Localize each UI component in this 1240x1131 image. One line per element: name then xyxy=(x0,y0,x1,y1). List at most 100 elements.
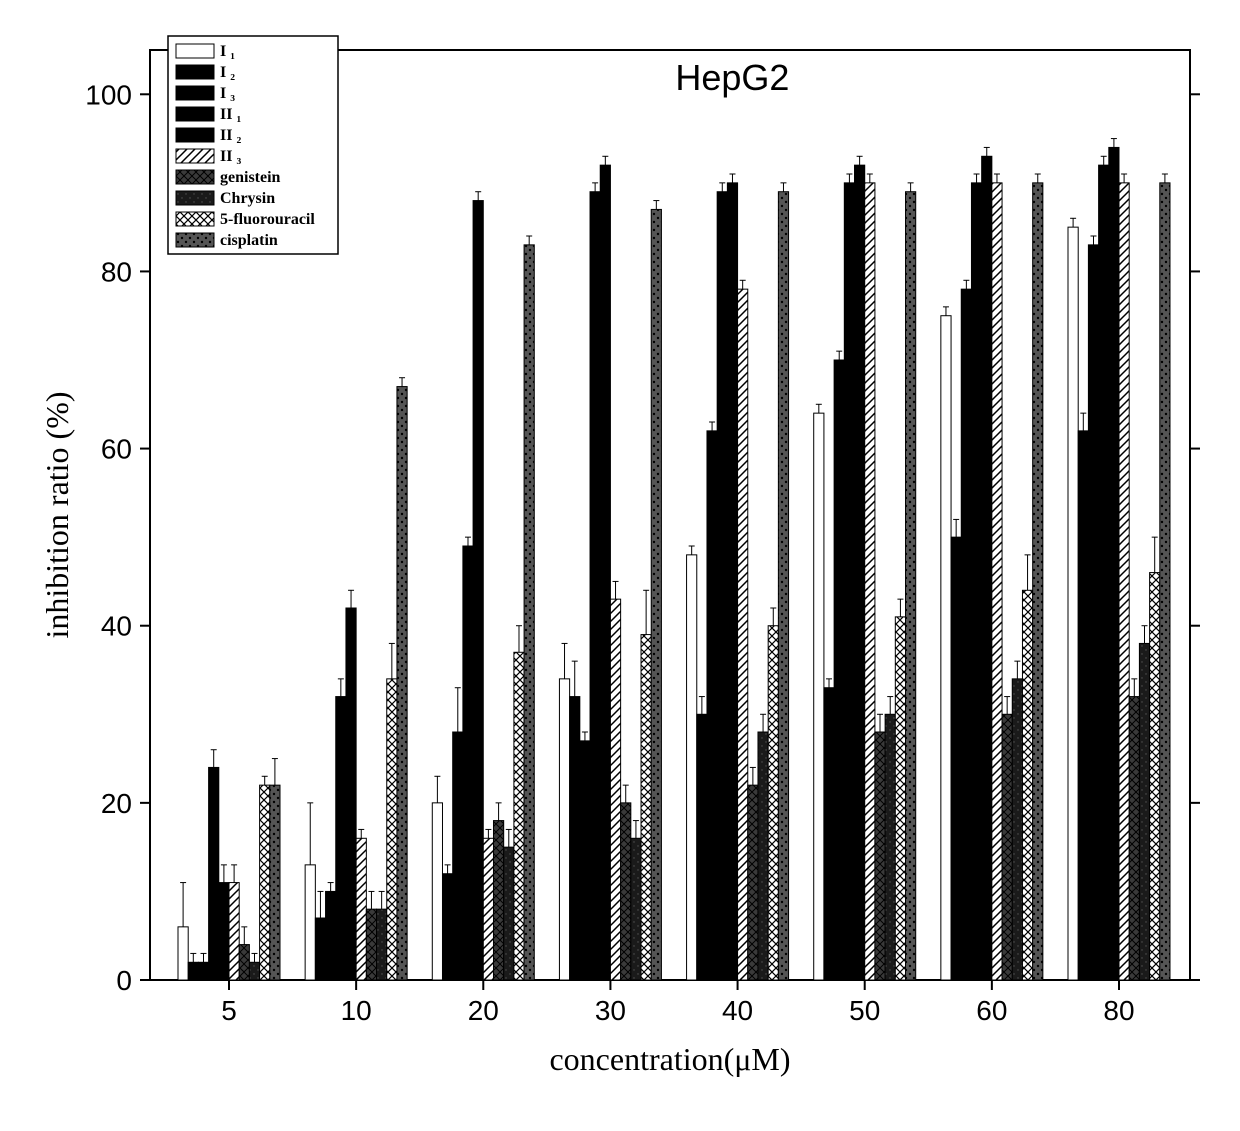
bar xyxy=(651,209,661,980)
bar xyxy=(1012,679,1022,980)
bar xyxy=(249,962,259,980)
legend-label: I ₂ xyxy=(220,64,235,81)
bar xyxy=(1033,183,1043,980)
legend-label: II ₁ xyxy=(220,106,241,123)
bar xyxy=(727,183,737,980)
bar xyxy=(834,360,844,980)
bar xyxy=(524,245,534,980)
bar xyxy=(738,289,748,980)
legend-label: I ₁ xyxy=(220,43,235,60)
bar xyxy=(748,785,758,980)
legend-label: I ₃ xyxy=(220,85,235,102)
bar xyxy=(504,847,514,980)
bar xyxy=(453,732,463,980)
bar xyxy=(559,679,569,980)
bar xyxy=(493,821,503,980)
y-axis-label: inhibition ratio (%) xyxy=(39,391,75,638)
bar xyxy=(463,546,473,980)
bar xyxy=(814,413,824,980)
ytick-label: 0 xyxy=(116,965,132,996)
bar xyxy=(687,555,697,980)
bar xyxy=(1078,431,1088,980)
bar xyxy=(188,962,198,980)
chart-title: HepG2 xyxy=(675,57,789,98)
bar xyxy=(885,714,895,980)
bar xyxy=(865,183,875,980)
xtick-label: 5 xyxy=(221,995,237,1026)
bar xyxy=(824,688,834,980)
bar xyxy=(961,289,971,980)
bar xyxy=(982,156,992,980)
bar xyxy=(570,697,580,980)
ytick-label: 60 xyxy=(101,434,132,465)
bar xyxy=(326,891,336,980)
bar xyxy=(1119,183,1129,980)
bar xyxy=(397,387,407,980)
bar xyxy=(1139,643,1149,980)
ytick-label: 20 xyxy=(101,788,132,819)
bar xyxy=(336,697,346,980)
bar xyxy=(356,838,366,980)
bar xyxy=(951,537,961,980)
ytick-label: 80 xyxy=(101,256,132,287)
bar xyxy=(1109,147,1119,980)
legend-swatch xyxy=(176,44,214,58)
x-axis-label: concentration(μM) xyxy=(549,1041,790,1077)
xtick-label: 30 xyxy=(595,995,626,1026)
bar xyxy=(855,165,865,980)
bar xyxy=(600,165,610,980)
bar xyxy=(1022,590,1032,980)
legend-swatch xyxy=(176,233,214,247)
legend-swatch xyxy=(176,65,214,79)
bar xyxy=(239,945,249,980)
legend-label: II ₃ xyxy=(220,148,241,165)
bar xyxy=(580,741,590,980)
bar xyxy=(432,803,442,980)
bar xyxy=(209,767,219,980)
bar xyxy=(229,883,239,980)
bar xyxy=(941,316,951,980)
bar xyxy=(346,608,356,980)
legend-label: II ₂ xyxy=(220,127,241,144)
bar xyxy=(305,865,315,980)
bar xyxy=(514,652,524,980)
bar xyxy=(387,679,397,980)
bar xyxy=(906,192,916,980)
bar-chart-svg: 020406080100510203040506080inhibition ra… xyxy=(20,20,1220,1110)
bar xyxy=(178,927,188,980)
bar xyxy=(260,785,270,980)
xtick-label: 60 xyxy=(976,995,1007,1026)
bar xyxy=(590,192,600,980)
bar xyxy=(442,874,452,980)
bar xyxy=(875,732,885,980)
legend-swatch xyxy=(176,191,214,205)
bar xyxy=(219,883,229,980)
legend-label: Chrysin xyxy=(220,190,275,207)
bar xyxy=(992,183,1002,980)
bar xyxy=(844,183,854,980)
xtick-label: 80 xyxy=(1103,995,1134,1026)
bar xyxy=(707,431,717,980)
bar xyxy=(1068,227,1078,980)
xtick-label: 50 xyxy=(849,995,880,1026)
legend-label: cisplatin xyxy=(220,232,278,249)
bar xyxy=(621,803,631,980)
ytick-label: 40 xyxy=(101,611,132,642)
bar xyxy=(1160,183,1170,980)
legend-swatch xyxy=(176,86,214,100)
bar xyxy=(1099,165,1109,980)
legend-swatch xyxy=(176,107,214,121)
bar xyxy=(377,909,387,980)
bar xyxy=(366,909,376,980)
legend-swatch xyxy=(176,149,214,163)
legend-swatch xyxy=(176,128,214,142)
xtick-label: 20 xyxy=(468,995,499,1026)
bar xyxy=(1002,714,1012,980)
bar xyxy=(768,626,778,980)
bar xyxy=(778,192,788,980)
xtick-label: 10 xyxy=(341,995,372,1026)
bar xyxy=(610,599,620,980)
legend-label: 5-fluorouracil xyxy=(220,211,315,228)
chart-container: 020406080100510203040506080inhibition ra… xyxy=(20,20,1220,1110)
bar xyxy=(270,785,280,980)
